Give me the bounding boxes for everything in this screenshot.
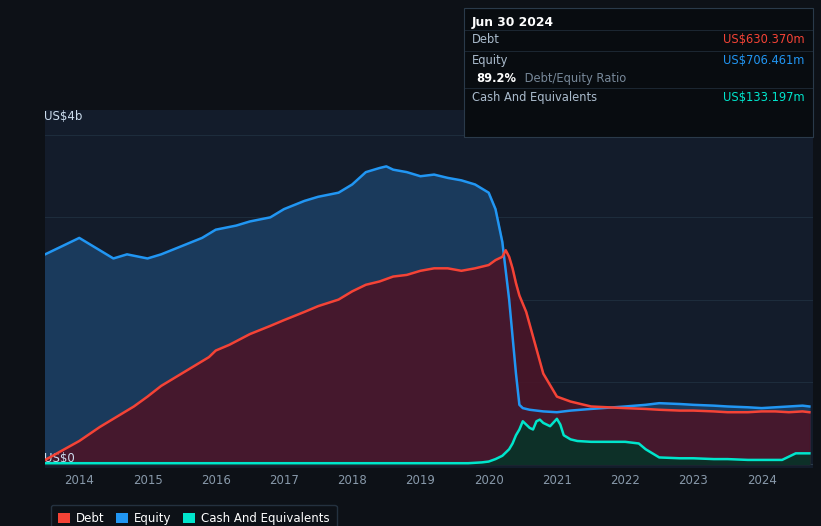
Text: 89.2%: 89.2% bbox=[476, 72, 516, 85]
Text: US$630.370m: US$630.370m bbox=[723, 33, 805, 46]
Text: US$133.197m: US$133.197m bbox=[723, 91, 805, 104]
Text: US$706.461m: US$706.461m bbox=[723, 54, 805, 67]
Text: Debt: Debt bbox=[472, 33, 500, 46]
Text: Cash And Equivalents: Cash And Equivalents bbox=[472, 91, 597, 104]
Text: US$4b: US$4b bbox=[44, 110, 82, 124]
Legend: Debt, Equity, Cash And Equivalents: Debt, Equity, Cash And Equivalents bbox=[51, 505, 337, 526]
Text: Equity: Equity bbox=[472, 54, 508, 67]
Text: Debt/Equity Ratio: Debt/Equity Ratio bbox=[521, 72, 626, 85]
Text: US$0: US$0 bbox=[44, 451, 75, 464]
Text: Jun 30 2024: Jun 30 2024 bbox=[472, 16, 554, 29]
